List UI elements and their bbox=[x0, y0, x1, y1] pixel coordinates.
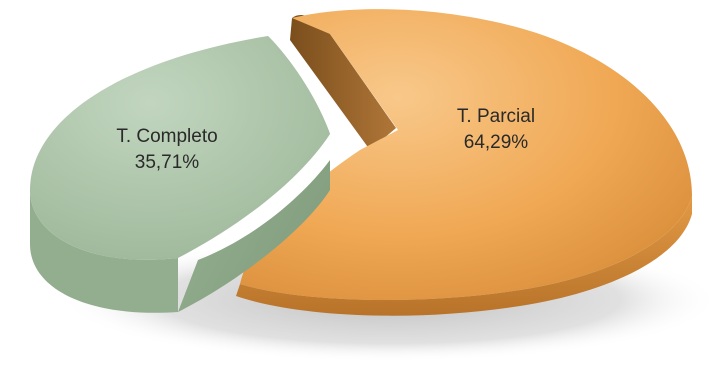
slice-t-completo-top bbox=[30, 36, 330, 260]
slice-t-parcial-cut-face bbox=[290, 15, 396, 150]
label-t-completo-name: T. Completo bbox=[116, 126, 217, 147]
slice-t-parcial-top bbox=[240, 9, 692, 301]
label-t-parcial-name: T. Parcial bbox=[457, 106, 535, 127]
slice-t-parcial bbox=[236, 9, 692, 316]
slice-t-completo-front bbox=[30, 190, 178, 313]
slice-t-completo bbox=[30, 36, 330, 313]
slice-t-completo-side bbox=[178, 36, 330, 312]
slice-t-parcial-side bbox=[236, 196, 692, 316]
label-t-completo-value: 35,71% bbox=[135, 152, 200, 173]
label-t-parcial-value: 64,29% bbox=[464, 132, 529, 153]
